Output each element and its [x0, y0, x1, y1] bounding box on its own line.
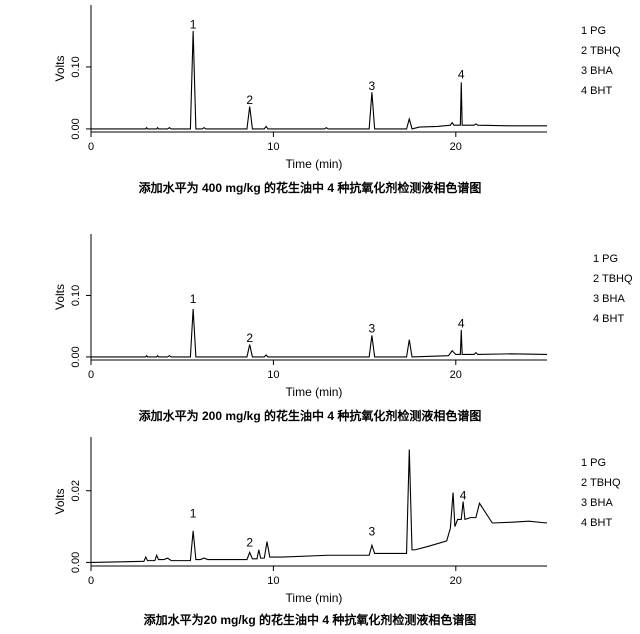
legend-entry: 3 BHA: [581, 65, 613, 77]
peak-label: 4: [458, 316, 465, 330]
legend-entry: 1 PG: [581, 25, 606, 37]
x-tick-label: 0: [88, 575, 94, 587]
legend-entry: 3 BHA: [593, 293, 625, 305]
y-tick-label: 0.00: [70, 552, 82, 573]
legend-entry: 2 TBHQ: [593, 273, 633, 285]
x-tick-label: 20: [450, 575, 462, 587]
peak-label: 2: [246, 535, 253, 549]
y-tick-label: 0.02: [70, 480, 82, 501]
x-tick-label: 10: [267, 575, 279, 587]
chromatogram-trace: [90, 449, 548, 563]
peak-label: 1: [190, 507, 197, 521]
y-axis-title: Volts: [53, 284, 67, 310]
peak-label: 2: [246, 331, 253, 345]
legend-entry: 4 BHT: [593, 313, 624, 325]
x-tick-label: 20: [450, 141, 462, 153]
y-tick-label: 0.10: [70, 56, 82, 77]
x-tick-label: 10: [267, 141, 279, 153]
figure-caption: 添加水平为20 mg/kg 的花生油中 4 种抗氧化剂检测液相色谱图: [144, 612, 477, 627]
peak-label: 4: [460, 489, 467, 503]
chromatogram-panel-2: 0 10 20 0.00 0.10 Time (min) Volts 1 2 3 4 1 PG 2 TB…: [53, 234, 633, 423]
x-axis-title: Time (min): [286, 385, 343, 399]
x-tick-label: 0: [88, 141, 94, 153]
x-tick-label: 0: [88, 369, 94, 381]
peak-label: 3: [369, 321, 376, 335]
chromatogram-trace: [91, 31, 547, 130]
x-tick-label: 20: [450, 369, 462, 381]
y-tick-label: 0.00: [70, 346, 82, 367]
peak-label: 4: [458, 68, 465, 82]
legend-entry: 1 PG: [581, 457, 606, 469]
chromatogram-trace: [91, 308, 548, 358]
peak-label: 1: [190, 292, 197, 306]
legend-entry: 4 BHT: [581, 85, 612, 97]
x-axis-title: Time (min): [286, 591, 343, 605]
figure-caption: 添加水平为 200 mg/kg 的花生油中 4 种抗氧化剂检测液相色谱图: [139, 408, 482, 423]
y-tick-label: 0.00: [70, 118, 82, 139]
peak-label: 3: [369, 79, 376, 93]
legend-entry: 1 PG: [593, 253, 618, 265]
figure-caption: 添加水平为 400 mg/kg 的花生油中 4 种抗氧化剂检测液相色谱图: [139, 180, 482, 195]
x-axis-title: Time (min): [286, 157, 343, 171]
legend-entry: 2 TBHQ: [581, 45, 621, 57]
y-axis-title: Volts: [53, 488, 67, 514]
chromatogram-panel-1: 0 10 20 0.00 0.10 Time (min) Volts 1 2 3 4 1 PG 2 TB…: [53, 5, 621, 195]
x-tick-label: 10: [267, 369, 279, 381]
peak-label: 2: [246, 93, 253, 107]
peak-label: 3: [369, 525, 376, 539]
peak-label: 1: [190, 18, 197, 32]
y-axis-title: Volts: [53, 55, 67, 81]
y-tick-label: 0.10: [70, 285, 82, 306]
chromatogram-panel-3: 0 10 20 0.00 0.02 Time (min) Volts 1 2 3 4 1 PG 2 TB…: [53, 437, 621, 627]
legend-entry: 2 TBHQ: [581, 477, 621, 489]
legend-entry: 3 BHA: [581, 497, 613, 509]
legend-entry: 4 BHT: [581, 517, 612, 529]
